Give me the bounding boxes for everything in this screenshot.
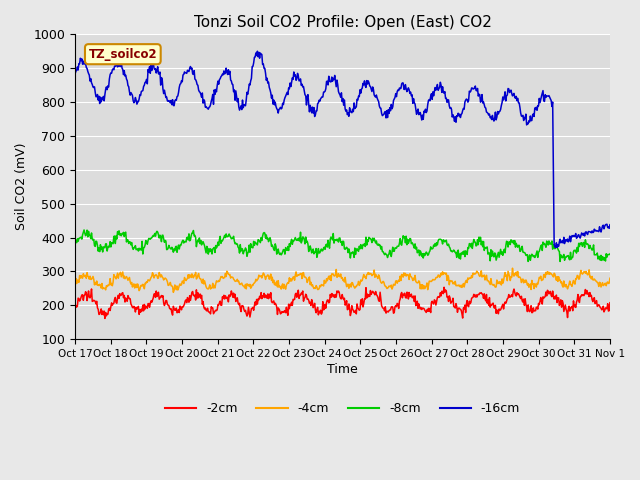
Text: TZ_soilco2: TZ_soilco2	[88, 48, 157, 60]
Line: -2cm: -2cm	[75, 287, 610, 318]
-2cm	[220, 296, 227, 301]
Line: -4cm: -4cm	[75, 268, 610, 292]
Title: Tonzi Soil CO2 Profile: Open (East) CO2: Tonzi Soil CO2 Profile: Open (East) CO2	[194, 15, 492, 30]
-16cm	[606, 222, 614, 228]
-16cm	[424, 102, 431, 108]
-4cm	[170, 289, 177, 295]
-8cm	[71, 240, 79, 245]
-16cm	[552, 245, 559, 251]
-4cm	[509, 265, 516, 271]
-2cm	[71, 305, 79, 311]
-4cm	[136, 287, 144, 292]
-4cm	[424, 287, 431, 292]
-2cm	[81, 292, 89, 298]
Line: -8cm: -8cm	[75, 230, 610, 262]
-2cm	[440, 284, 448, 290]
-8cm	[80, 227, 88, 233]
Y-axis label: Soil CO2 (mV): Soil CO2 (mV)	[15, 143, 28, 230]
-8cm	[137, 246, 145, 252]
Legend: -2cm, -4cm, -8cm, -16cm: -2cm, -4cm, -8cm, -16cm	[160, 397, 525, 420]
-16cm	[136, 92, 144, 97]
-16cm	[219, 71, 227, 77]
-4cm	[71, 282, 79, 288]
-8cm	[408, 240, 416, 245]
-8cm	[82, 233, 90, 239]
-2cm	[101, 315, 109, 321]
Line: -16cm: -16cm	[75, 51, 610, 248]
-8cm	[191, 232, 199, 238]
-2cm	[137, 309, 145, 315]
-4cm	[606, 276, 614, 281]
X-axis label: Time: Time	[327, 363, 358, 376]
-16cm	[71, 71, 79, 76]
-16cm	[253, 48, 261, 54]
-8cm	[220, 236, 227, 242]
-2cm	[424, 309, 431, 314]
-2cm	[606, 300, 614, 306]
-2cm	[408, 295, 416, 300]
-4cm	[408, 276, 416, 281]
-4cm	[191, 273, 199, 278]
-4cm	[220, 276, 227, 281]
-2cm	[191, 292, 199, 298]
-16cm	[408, 92, 416, 97]
-8cm	[556, 259, 564, 264]
-8cm	[606, 251, 614, 257]
-4cm	[81, 274, 89, 279]
-8cm	[424, 252, 431, 258]
-16cm	[190, 68, 198, 73]
-16cm	[81, 60, 89, 66]
